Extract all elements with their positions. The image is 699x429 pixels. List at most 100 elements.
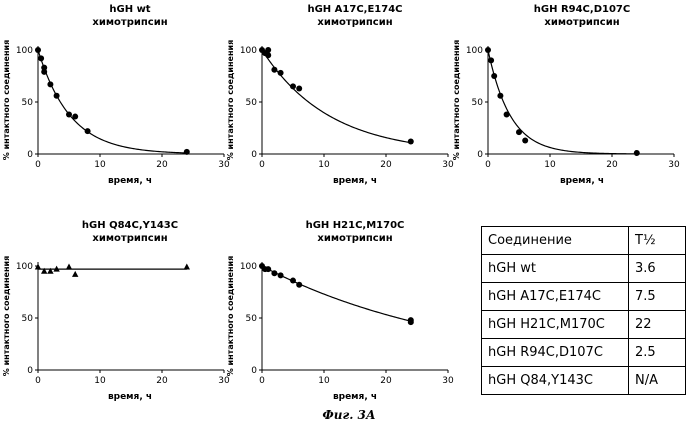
data-point <box>35 47 41 53</box>
table-row: hGH A17C,E174C 7.5 <box>482 283 686 311</box>
half-life-cell: 22 <box>629 311 686 339</box>
y-axis-label: % интактного соединения <box>452 40 461 160</box>
y-tick-label: 100 <box>16 46 33 56</box>
x-axis-label: время, ч <box>108 176 152 186</box>
y-axis-label: % интактного соединения <box>226 40 235 160</box>
compound-cell: hGH Q84,Y143C <box>482 367 629 395</box>
y-tick-label: 50 <box>22 314 34 324</box>
y-tick-label: 0 <box>27 366 33 376</box>
x-tick-label: 20 <box>380 376 392 386</box>
table-row: hGH H21C,M170C 22 <box>482 311 686 339</box>
y-tick-label: 0 <box>251 366 257 376</box>
data-point <box>265 47 271 53</box>
y-tick-label: 0 <box>27 150 33 160</box>
data-point <box>265 266 271 272</box>
y-tick-label: 100 <box>240 262 257 272</box>
x-tick-label: 20 <box>156 376 168 386</box>
fit-curve <box>262 266 411 321</box>
data-point <box>634 150 640 156</box>
chart-title: hGH wt <box>109 4 150 15</box>
chart-subtitle: химотрипсин <box>317 17 392 28</box>
data-point <box>85 128 91 134</box>
data-point <box>290 83 296 89</box>
data-point <box>296 85 302 91</box>
y-axis-label: % интактного соединения <box>2 40 11 160</box>
data-point <box>488 57 494 63</box>
x-tick-label: 30 <box>668 160 680 170</box>
data-point <box>516 129 522 135</box>
x-tick-label: 30 <box>218 376 230 386</box>
data-point <box>485 47 491 53</box>
x-tick-label: 30 <box>218 160 230 170</box>
compound-cell: hGH wt <box>482 255 629 283</box>
y-axis-label: % интактного соединения <box>2 256 11 376</box>
data-point <box>72 114 78 120</box>
data-point <box>522 137 528 143</box>
table-header-row: Соединение T½ <box>482 227 686 255</box>
data-point <box>271 67 277 73</box>
x-tick-label: 0 <box>485 160 491 170</box>
x-tick-label: 0 <box>35 376 41 386</box>
x-tick-label: 30 <box>442 160 454 170</box>
y-axis-label: % интактного соединения <box>226 256 235 376</box>
half-life-cell: 2.5 <box>629 339 686 367</box>
x-tick-label: 30 <box>442 376 454 386</box>
data-point <box>184 149 190 155</box>
x-tick-label: 0 <box>259 160 265 170</box>
chart-panel: hGH wt химотрипсин 0 10 20 30 0 50 100 время, ч % … <box>2 4 230 186</box>
chart-panel: hGH A17C,E174Cхимотрипсин0102030050100вр… <box>226 4 454 186</box>
x-tick-label: 10 <box>94 376 106 386</box>
y-tick-label: 100 <box>466 46 483 56</box>
x-tick-label: 20 <box>156 160 168 170</box>
data-point <box>278 70 284 76</box>
data-point <box>497 93 503 99</box>
y-tick-label: 50 <box>246 98 258 108</box>
x-tick-label: 20 <box>380 160 392 170</box>
fit-curve <box>38 50 187 153</box>
y-tick-label: 50 <box>246 314 258 324</box>
data-point <box>265 52 271 58</box>
x-tick-label: 0 <box>259 376 265 386</box>
chart-panel: hGH R94C,D107Cхимотрипсин0102030050100вр… <box>452 4 680 186</box>
half-life-cell: 7.5 <box>629 283 686 311</box>
compound-cell: hGH H21C,M170C <box>482 311 629 339</box>
data-point <box>184 264 190 270</box>
x-tick-label: 10 <box>94 160 106 170</box>
y-tick-label: 0 <box>251 150 257 160</box>
chart-subtitle: химотрипсин <box>92 233 167 244</box>
y-tick-label: 100 <box>16 262 33 272</box>
data-point <box>290 278 296 284</box>
chart-subtitle: химотрипсин <box>317 233 392 244</box>
x-axis-label: время, ч <box>560 176 604 186</box>
y-tick-label: 0 <box>477 150 483 160</box>
table-row: hGH wt 3.6 <box>482 255 686 283</box>
data-point <box>41 69 47 75</box>
data-point <box>278 272 284 278</box>
data-point <box>408 139 414 145</box>
chart-subtitle: химотрипсин <box>92 17 167 28</box>
figure-caption: Фиг. 3А <box>322 408 375 422</box>
data-point <box>504 111 510 117</box>
data-point <box>47 81 53 87</box>
data-point <box>66 111 72 117</box>
fit-curve <box>488 50 637 154</box>
y-tick-label: 50 <box>22 98 34 108</box>
x-axis-label: время, ч <box>333 176 377 186</box>
data-point <box>491 73 497 79</box>
chart-panel: hGH H21C,M170Cхимотрипсин0102030050100вр… <box>226 220 454 402</box>
data-point <box>38 55 44 61</box>
data-point <box>66 264 72 270</box>
x-tick-label: 10 <box>544 160 556 170</box>
half-life-table: Соединение T½ hGH wt 3.6 hGH A17C,E174C … <box>481 226 686 395</box>
y-tick-label: 50 <box>472 98 484 108</box>
x-tick-label: 10 <box>318 160 330 170</box>
chart-subtitle: химотрипсин <box>544 17 619 28</box>
data-point <box>72 271 78 277</box>
data-point <box>271 270 277 276</box>
x-tick-label: 0 <box>35 160 41 170</box>
x-axis-label: время, ч <box>333 392 377 402</box>
data-point <box>54 93 60 99</box>
compound-cell: hGH A17C,E174C <box>482 283 629 311</box>
chart-title: hGH Q84C,Y143C <box>82 220 178 231</box>
half-life-cell: N/A <box>629 367 686 395</box>
